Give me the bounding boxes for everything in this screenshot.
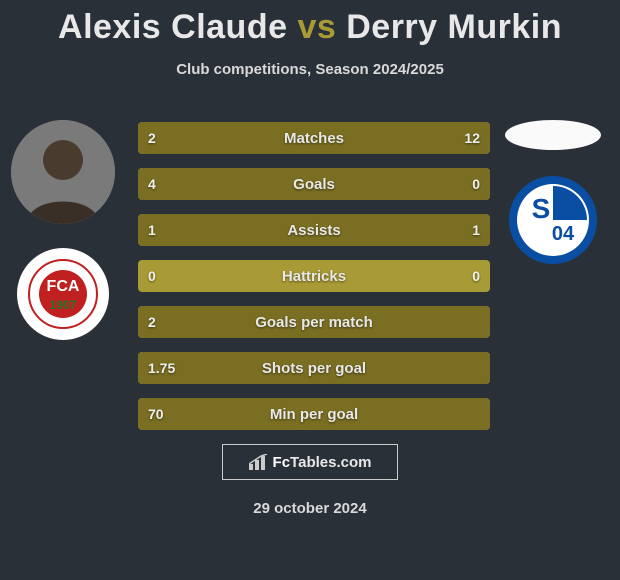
render-date: 29 october 2024 (253, 500, 366, 517)
brand-prefix: Fc (273, 454, 291, 471)
bar-label: Assists (138, 214, 490, 246)
player2-name: Derry Murkin (346, 8, 562, 46)
stat-bar-row: 1.75Shots per goal (138, 352, 490, 384)
stat-bar-row: 70Min per goal (138, 398, 490, 430)
bar-label: Goals per match (138, 306, 490, 338)
brand-bars-icon (249, 454, 269, 470)
comparison-title: Alexis Claude vs Derry Murkin (0, 0, 620, 47)
player2-column: S 04 (498, 120, 608, 266)
svg-text:1907: 1907 (50, 298, 77, 312)
player1-avatar (11, 120, 115, 224)
player1-name: Alexis Claude (58, 8, 287, 46)
s04-badge-icon: S 04 (507, 174, 599, 266)
subtitle: Club competitions, Season 2024/2025 (0, 61, 620, 78)
player1-club-badge: FCA 1907 (17, 248, 109, 340)
player2-avatar-placeholder (505, 120, 601, 150)
brand-main: Tables (290, 454, 336, 471)
bar-label: Shots per goal (138, 352, 490, 384)
avatar-placeholder-icon (11, 120, 115, 224)
fca-badge-icon: FCA 1907 (28, 259, 98, 329)
stat-bars: 212Matches 40Goals 11Assists 00Hattricks 2Go… (138, 122, 490, 430)
svg-text:04: 04 (552, 223, 575, 245)
svg-text:FCA: FCA (47, 278, 80, 295)
brand-box[interactable]: FcTables.com (222, 444, 398, 480)
brand-suffix: .com (336, 454, 371, 471)
stat-bar-row: 00Hattricks (138, 260, 490, 292)
stat-bar-row: 11Assists (138, 214, 490, 246)
bar-label: Goals (138, 168, 490, 200)
brand-text: FcTables.com (273, 454, 372, 471)
vs-word: vs (297, 8, 336, 46)
stat-bar-row: 40Goals (138, 168, 490, 200)
bar-label: Hattricks (138, 260, 490, 292)
bar-label: Matches (138, 122, 490, 154)
player1-column: FCA 1907 (8, 120, 118, 340)
bar-label: Min per goal (138, 398, 490, 430)
stat-bar-row: 212Matches (138, 122, 490, 154)
stat-bar-row: 2Goals per match (138, 306, 490, 338)
player2-club-badge: S 04 (507, 174, 599, 266)
svg-text:S: S (532, 193, 551, 224)
